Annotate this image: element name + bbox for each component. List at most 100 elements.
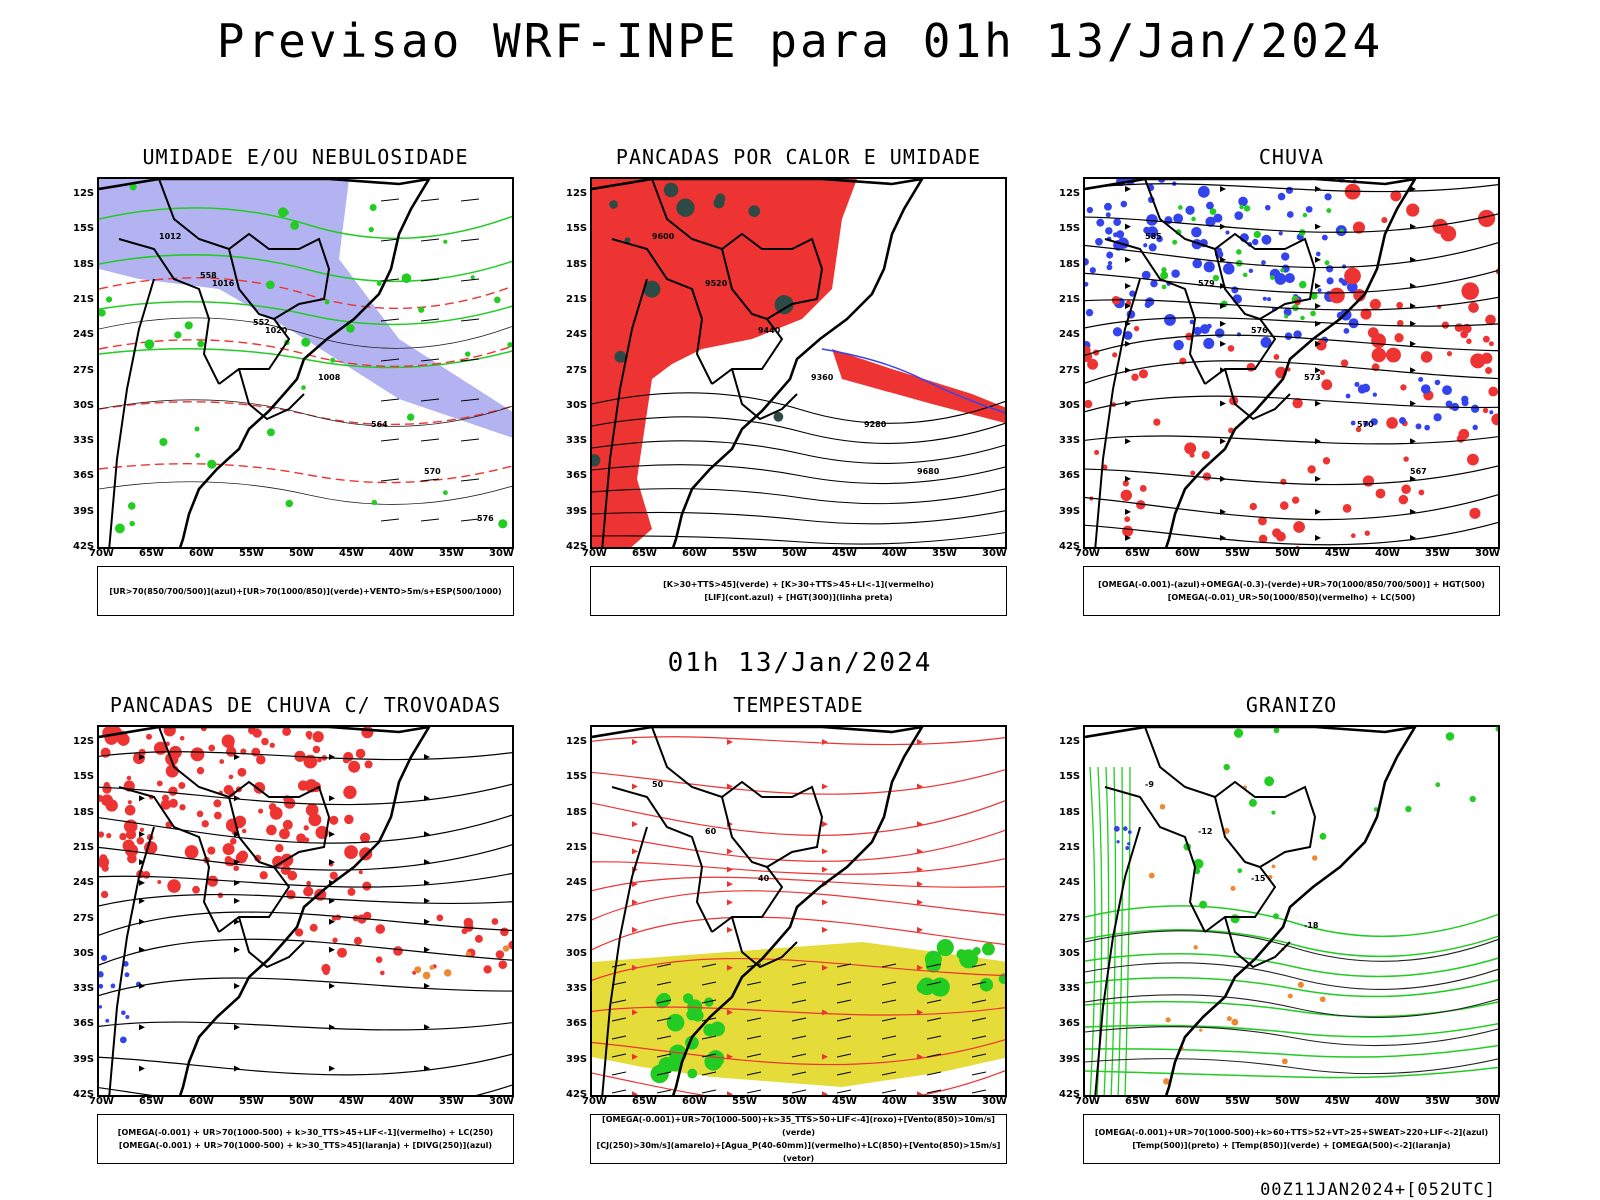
legend-box: [OMEGA(-0.001)+UR>70(1000-500)+k>60+TTS>… [1083,1114,1500,1164]
rain-area [1466,338,1472,345]
longitude-tick-label: 40W [882,548,907,559]
wind-850-area [707,1050,725,1068]
humidity-cell [443,239,448,244]
country-border [601,278,648,547]
flow-arrow [1125,438,1131,445]
longitude-tick-label: 45W [832,548,857,559]
flow-arrow [234,1024,240,1031]
rain-area [1120,489,1133,502]
contour-value-label: 573 [1304,373,1321,382]
humidity-cell [301,337,311,347]
thunderstorm-area [101,864,109,872]
wind-vector [971,1071,987,1076]
flow-arrow [917,1091,923,1095]
temperature-850-contour [1230,914,1240,924]
flow-arrow [632,926,638,933]
thunderstorm-area [304,888,313,896]
longitude-tick-label: 45W [832,1096,857,1107]
thunderstorm-area [156,780,163,787]
flow-arrow [1125,282,1131,289]
rain-area [1364,530,1371,536]
country-border [731,368,798,421]
strong-ascent-area [1310,292,1318,300]
latitude-tick-label: 15S [1059,223,1081,235]
longitude-tick-label: 35W [1425,548,1450,559]
flow-arrow [424,831,430,838]
ascent-area [1261,234,1272,245]
wind-vector [881,1089,897,1094]
contour-value-label: 1008 [318,373,341,382]
humidity-cell [195,453,201,458]
wind-vector [971,1089,987,1094]
wind-vector [746,1053,762,1058]
flow-arrow [1125,534,1131,541]
thunderstorm-area [343,751,354,763]
flow-arrow [329,918,335,925]
ascent-area [1363,420,1369,427]
legend-text: [OMEGA(-0.001)+UR>70(1000-500)+k>35_TTS>… [602,1115,995,1137]
flow-arrow [727,926,733,933]
thunderstorm-area [168,798,178,808]
thunderstorm-area [297,780,309,791]
thunderstorm-area [259,871,268,880]
flow-arrow [727,964,733,971]
rain-area [1371,333,1387,349]
wind-vector [926,981,942,986]
latitude-tick-label: 21S [73,293,95,305]
ascent-area [1261,260,1266,265]
rain-area [1190,470,1196,476]
flow-arrow [424,946,430,953]
longitude-tick-label: 55W [1225,1096,1250,1107]
temperature-850-contour [1233,728,1244,738]
flow-arrow [632,881,638,888]
flow-arrow [329,1024,335,1031]
flow-arrow [822,1009,828,1016]
thunderstorm-area [375,956,383,963]
strong-ascent-area [1239,204,1244,210]
flow-arrow [1125,475,1131,482]
rain-area [1485,314,1496,326]
contour-line [1085,976,1498,998]
contour-line [1085,1000,1498,1018]
flow-arrow [1315,508,1321,515]
contour-value-label: 552 [253,318,270,327]
flow-arrow [1410,367,1416,374]
flow-arrow [1410,186,1416,192]
humidity-cell [346,324,355,333]
thunderstorm-area [167,879,181,893]
wind-vector [420,358,440,362]
legend-text: [OMEGA(-0.01)_UR>50(1000/850)(vermelho) … [1167,593,1416,602]
thunderstorm-area [358,870,363,875]
rain-area [1460,330,1468,339]
latitude-tick-label: 33S [1059,435,1081,447]
flow-arrow [1410,303,1416,310]
lifted-index-contour [821,348,1005,414]
wind-vector [460,318,480,322]
wind-vector [971,981,987,986]
streamline [1085,213,1498,233]
ascent-area [1193,326,1202,336]
temperature-850-contour [1271,810,1276,815]
contour-value-label: 9520 [705,279,728,288]
contour-value-label: 40 [758,874,770,883]
ascent-area [1086,206,1094,214]
latitude-tick-label: 39S [1059,505,1081,517]
contour-value-label: -12 [1198,827,1212,836]
latitude-tick-label: 42S [1059,1089,1081,1100]
ascent-area [1234,211,1244,220]
longitude-tick-label: 70W [89,548,114,559]
thunderstorm-area [309,923,318,932]
thunderstorm-area [353,936,362,945]
ascent-area [1264,204,1271,211]
valid-time-title: 01h 13/Jan/2024 [667,648,933,678]
country-border [1104,238,1206,385]
ascent-area [1141,270,1151,280]
streamline [99,844,512,871]
thunderstorm-area [332,937,338,943]
contour-line [99,254,512,283]
legend-box: [OMEGA(-0.001)+UR>70(1000-500)+k>35_TTS>… [590,1114,1007,1164]
flow-arrow [822,866,828,873]
contour-line [1085,1022,1498,1038]
rain-area [1418,489,1425,496]
thunderstorm-area [248,727,256,735]
